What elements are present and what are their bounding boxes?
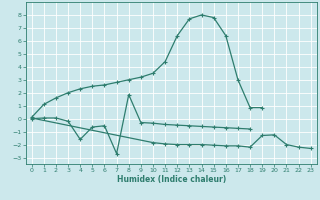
- X-axis label: Humidex (Indice chaleur): Humidex (Indice chaleur): [116, 175, 226, 184]
